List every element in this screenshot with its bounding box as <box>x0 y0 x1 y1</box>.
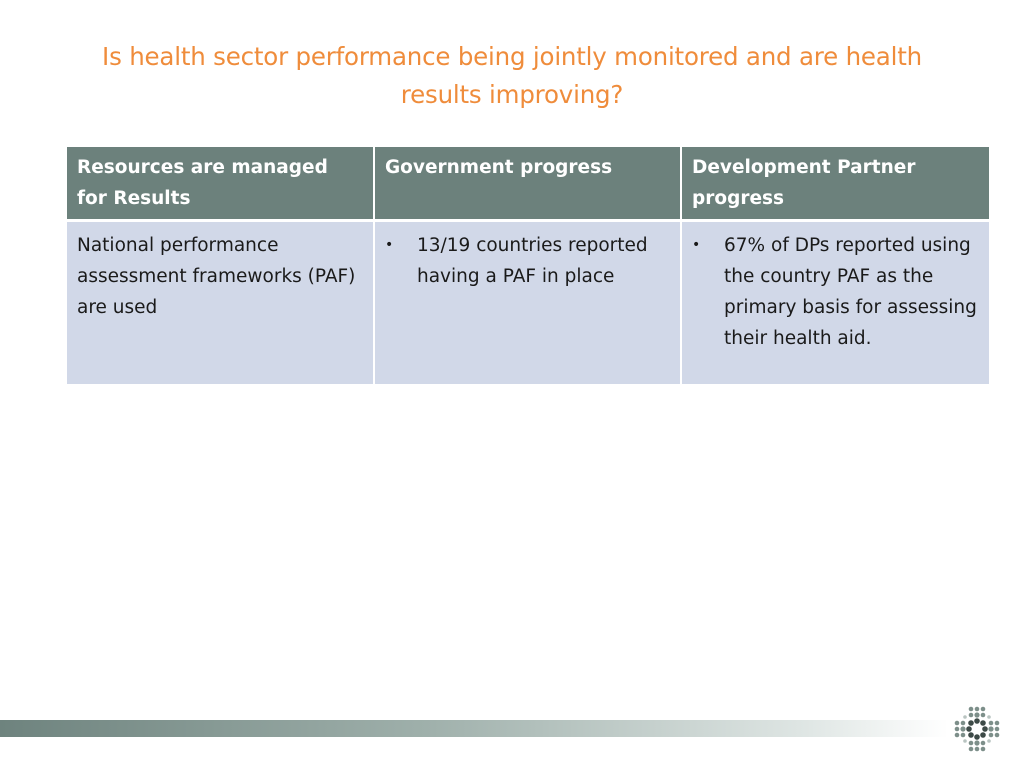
bullet-item: • 13/19 countries reported having a PAF … <box>385 230 670 292</box>
bullet-icon: • <box>692 237 701 253</box>
bullet-icon: • <box>385 237 394 253</box>
header-partner-progress: Development Partner progress <box>681 147 989 222</box>
slide-title: Is health sector performance being joint… <box>102 42 922 109</box>
header-government-progress: Government progress <box>374 147 682 222</box>
results-table: Resources are managed for Results Govern… <box>67 147 989 384</box>
cell-partner-progress: • 67% of DPs reported using the country … <box>681 220 989 384</box>
bullet-text: 13/19 countries reported having a PAF in… <box>417 235 648 287</box>
dotted-cross-logo-icon <box>954 706 1000 752</box>
bullet-text: 67% of DPs reported using the country PA… <box>724 235 977 349</box>
cell-criterion: National performance assessment framewor… <box>67 220 375 384</box>
table-header-row: Resources are managed for Results Govern… <box>67 147 989 222</box>
footer-bar <box>0 720 948 737</box>
header-criterion: Resources are managed for Results <box>67 147 375 222</box>
bullet-item: • 67% of DPs reported using the country … <box>692 230 979 354</box>
cell-government-progress: • 13/19 countries reported having a PAF … <box>374 220 682 384</box>
table-row: National performance assessment framewor… <box>67 220 989 384</box>
